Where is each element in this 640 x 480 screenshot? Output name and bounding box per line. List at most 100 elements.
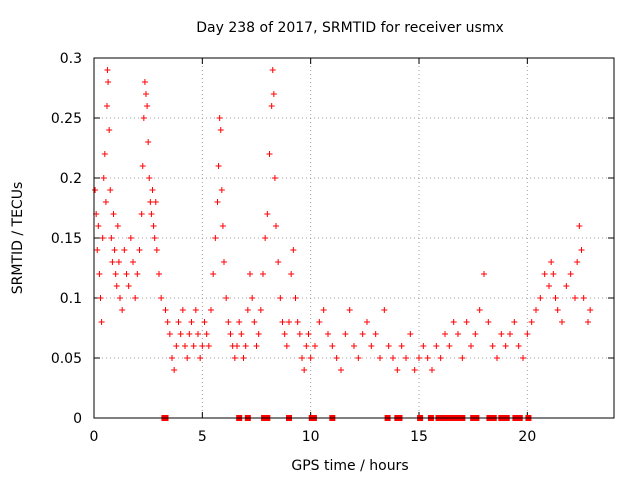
data-point (546, 283, 552, 289)
data-point (342, 331, 349, 337)
data-point (574, 259, 581, 265)
data-point (257, 307, 264, 313)
x-axis-label: GPS time / hours (291, 458, 408, 474)
data-point (301, 367, 308, 373)
data-point (416, 355, 422, 361)
data-point (385, 343, 392, 349)
data-point (127, 235, 134, 241)
data-point (115, 259, 122, 265)
y-tick-label: 0.3 (60, 51, 82, 67)
data-point (123, 271, 130, 277)
data-point (175, 319, 182, 325)
data-point (290, 247, 297, 253)
data-point (472, 331, 479, 337)
data-point (225, 319, 232, 325)
data-point (541, 271, 548, 277)
data-point (218, 187, 225, 193)
data-point (94, 247, 101, 253)
data-point (219, 223, 226, 229)
data-point (150, 223, 157, 229)
data-point (113, 283, 120, 289)
data-point (494, 355, 500, 361)
data-point (141, 79, 148, 85)
data-point (296, 331, 303, 337)
data-point (247, 271, 253, 277)
grid-lines (94, 58, 614, 418)
data-point (158, 295, 165, 301)
data-point (223, 295, 230, 301)
data-point (307, 355, 314, 361)
data-point (146, 175, 153, 181)
data-point (173, 343, 180, 349)
data-point (240, 355, 247, 361)
data-point (270, 91, 277, 97)
data-point (481, 271, 487, 277)
data-point (217, 127, 224, 133)
data-point (145, 139, 152, 145)
data-point (221, 259, 227, 265)
data-point (215, 163, 222, 169)
data-point (214, 199, 221, 205)
data-point (143, 91, 149, 97)
data-point (132, 295, 139, 301)
data-point (188, 319, 195, 325)
data-point (179, 307, 186, 313)
data-point (394, 367, 401, 373)
data-point (197, 355, 204, 361)
data-points (92, 67, 594, 373)
chart-title: Day 238 of 2017, SRMTID for receiver usm… (196, 20, 504, 36)
data-point (201, 319, 208, 325)
data-point (236, 319, 243, 325)
data-point (164, 319, 171, 325)
data-point (364, 319, 370, 325)
data-point (578, 247, 585, 253)
data-point (97, 295, 104, 301)
data-point (114, 223, 121, 229)
data-point (212, 235, 219, 241)
data-point (98, 319, 105, 325)
data-point (299, 355, 305, 361)
data-point (151, 235, 158, 241)
plot-frame (93, 57, 615, 419)
data-point (277, 295, 284, 301)
data-point (153, 247, 160, 253)
data-point (182, 343, 188, 349)
data-point (292, 295, 299, 301)
data-point (351, 343, 357, 349)
data-point (587, 307, 594, 313)
data-point (548, 259, 555, 265)
data-point (104, 103, 110, 109)
y-tick-label: 0.15 (51, 231, 82, 247)
data-point (231, 355, 238, 361)
data-point (489, 343, 496, 349)
data-point (520, 355, 526, 361)
x-tick-label: 5 (198, 429, 207, 445)
data-point (355, 355, 362, 361)
data-point (95, 223, 102, 229)
data-point (550, 271, 557, 277)
data-point (216, 115, 223, 121)
data-point (372, 331, 379, 337)
data-point (100, 175, 107, 181)
data-point (502, 343, 509, 349)
data-point (286, 319, 292, 325)
data-point (255, 331, 262, 337)
data-point (485, 319, 492, 325)
data-point (195, 331, 201, 337)
data-point (498, 331, 505, 337)
data-point (205, 343, 212, 349)
data-point (515, 343, 522, 349)
data-point (110, 211, 117, 217)
data-point (580, 295, 587, 301)
y-tick-label: 0 (73, 411, 82, 427)
data-point (92, 187, 99, 193)
data-point (450, 319, 457, 325)
data-point (333, 355, 340, 361)
data-point (138, 211, 145, 217)
data-point (121, 247, 128, 253)
data-point (166, 331, 173, 337)
x-tick-label: 15 (410, 429, 428, 445)
data-point (305, 331, 312, 337)
data-point (260, 271, 266, 277)
